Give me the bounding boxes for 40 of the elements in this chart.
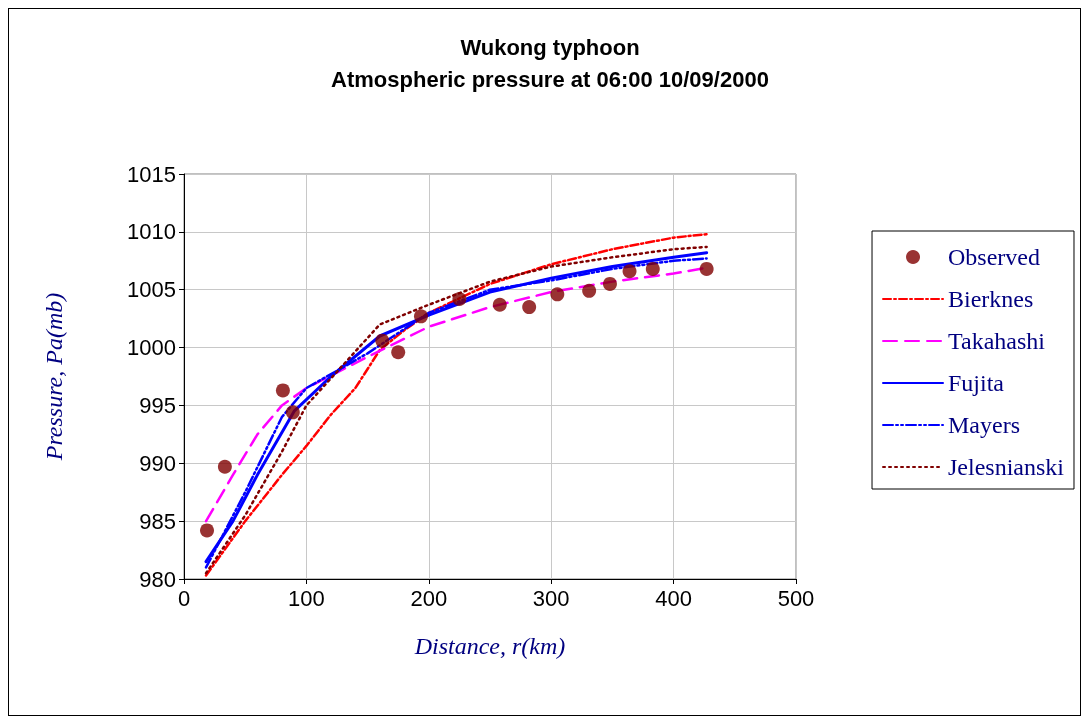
point [285, 405, 300, 420]
legend-label: Observed [948, 244, 1040, 270]
point [699, 261, 714, 276]
x-tick-label: 500 [777, 585, 815, 611]
legend-label: Bierknes [948, 286, 1034, 312]
point [602, 276, 617, 291]
y-tick-label: 980 [139, 566, 176, 592]
point [391, 345, 406, 360]
legend-label: Fujita [948, 370, 1005, 396]
point [200, 523, 215, 538]
y-axis-title: Pressure, Pa(mb) [41, 292, 67, 462]
x-tick-label: 0 [177, 585, 191, 611]
point [413, 309, 428, 324]
legend-label: Takahashi [948, 328, 1046, 354]
point [375, 333, 390, 348]
chart-title: Wukong typhoon [460, 34, 640, 60]
point [622, 264, 637, 279]
y-tick-label: 1000 [127, 335, 176, 361]
y-tick-label: 995 [139, 392, 176, 418]
y-tick-label: 1005 [127, 277, 176, 303]
x-tick-label: 400 [655, 585, 692, 611]
point [492, 297, 507, 312]
x-axis-title: Distance, r(km) [413, 633, 566, 659]
point [550, 287, 565, 302]
point [217, 459, 232, 474]
y-tick-label: 990 [139, 450, 176, 476]
point [645, 261, 660, 276]
point [522, 300, 537, 315]
x-tick-label: 100 [288, 585, 325, 611]
y-tick-label: 1010 [127, 219, 176, 245]
point [275, 383, 290, 398]
point [452, 291, 467, 306]
chart-subtitle: Atmospheric pressure at 06:00 10/09/2000 [331, 66, 769, 92]
x-tick-label: 300 [532, 585, 570, 611]
legend-label: Mayers [948, 412, 1020, 438]
point [582, 283, 597, 298]
x-tick-label: 200 [410, 585, 448, 611]
legend-label: Jelesnianski [948, 454, 1065, 480]
y-tick-label: 985 [139, 508, 176, 534]
y-tick-label: 1015 [127, 161, 176, 187]
